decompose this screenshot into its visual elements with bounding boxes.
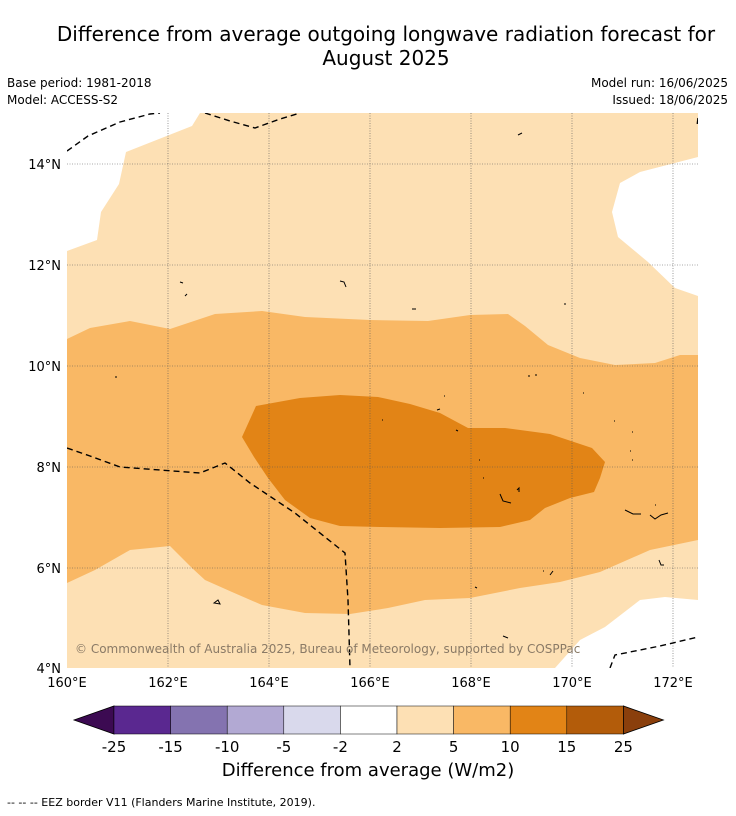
lon-tick-label: 164°E <box>249 676 289 691</box>
colorbar-tick-label: -15 <box>158 738 183 756</box>
colorbar-tick-label: -25 <box>102 738 127 756</box>
lat-tick-label: 4°N <box>37 662 62 677</box>
white-region-top-left <box>67 113 200 251</box>
band-10-15 <box>242 395 605 528</box>
map-plot-area <box>67 113 698 668</box>
chart-title: Difference from average outgoing longwav… <box>56 22 716 70</box>
gridlines <box>67 113 698 668</box>
colorbar-tick-label: -5 <box>276 738 291 756</box>
colorbar-extend-low <box>72 705 115 735</box>
colorbar-swatch <box>509 705 568 735</box>
colorbar-swatch <box>566 705 624 735</box>
colorbar-swatch <box>340 705 398 735</box>
lat-tick-label: 6°N <box>37 562 62 577</box>
meta-right: Model run: 16/06/2025 Issued: 18/06/2025 <box>591 75 728 109</box>
colorbar: -25 -15 -10 -5 -2 2 5 10 15 25 <box>72 705 665 756</box>
lon-tick-label: 172°E <box>653 676 693 691</box>
copyright-notice: © Commonwealth of Australia 2025, Bureau… <box>75 642 580 656</box>
colorbar-swatch <box>113 705 171 735</box>
lon-tick-label: 166°E <box>350 676 390 691</box>
colorbar-extend-high <box>623 705 665 735</box>
colorbar-tick-label: 2 <box>392 738 402 756</box>
meta-left: Base period: 1981-2018 Model: ACCESS-S2 <box>7 75 152 109</box>
colorbar-swatch <box>396 705 454 735</box>
lat-tick-labels: 14°N 12°N 10°N 8°N 6°N 4°N <box>28 158 61 677</box>
base-period: Base period: 1981-2018 <box>7 76 152 90</box>
colorbar-tick-label: -2 <box>333 738 348 756</box>
lat-tick-label: 12°N <box>28 259 61 274</box>
colorbar-tick-label: 5 <box>449 738 459 756</box>
eez-borders <box>67 113 698 668</box>
model-run: Model run: 16/06/2025 <box>590 76 728 90</box>
colorbar-tick-label: 10 <box>501 738 520 756</box>
lon-tick-label: 168°E <box>451 676 491 691</box>
colorbar-tick-label: 25 <box>614 738 633 756</box>
lat-tick-label: 8°N <box>37 461 62 476</box>
white-region-bottom-right <box>555 597 698 668</box>
lat-tick-label: 14°N <box>28 158 61 173</box>
lon-tick-label: 162°E <box>148 676 188 691</box>
footnote: -- -- -- EEZ border V11 (Flanders Marine… <box>7 796 316 809</box>
lat-tick-label: 10°N <box>28 360 61 375</box>
colorbar-tick-label: -10 <box>215 738 240 756</box>
white-region-right <box>612 157 698 296</box>
colorbar-swatch <box>170 705 228 735</box>
colorbar-swatch <box>283 705 341 735</box>
colorbar-swatch <box>226 705 285 735</box>
model-name: Model: ACCESS-S2 <box>7 93 119 107</box>
lon-tick-label: 170°E <box>552 676 592 691</box>
colorbar-swatch <box>453 705 511 735</box>
colorbar-tick-label: 15 <box>557 738 576 756</box>
islands <box>115 132 669 639</box>
issued-date: Issued: 18/06/2025 <box>612 93 728 107</box>
lon-tick-label: 160°E <box>47 676 87 691</box>
lon-tick-labels: 160°E 162°E 164°E 166°E 168°E 170°E 172°… <box>47 676 693 691</box>
colorbar-title: Difference from average (W/m2) <box>221 760 515 781</box>
